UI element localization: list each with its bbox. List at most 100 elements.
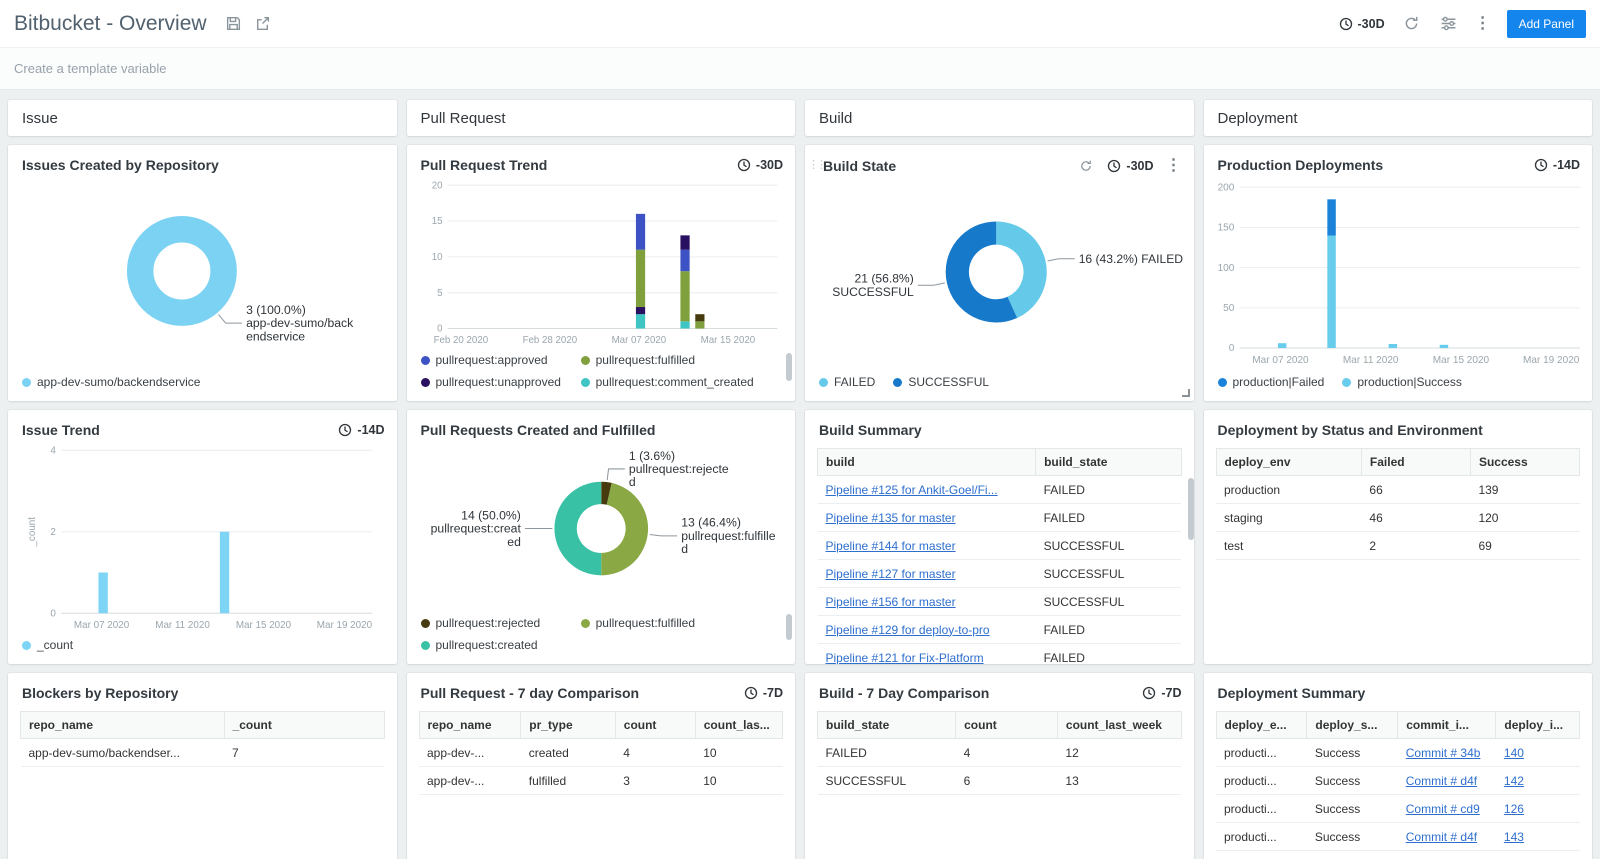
- column-header[interactable]: Success: [1469, 448, 1581, 476]
- panel-build-state: ⋮⋮ Build State -30D ⋮ 16 (43.2%) FA: [805, 145, 1194, 401]
- legend-label: pullrequest:approved: [435, 353, 548, 367]
- column-header[interactable]: build_state: [816, 711, 957, 739]
- column-header[interactable]: deploy_env: [1215, 448, 1362, 476]
- svg-text:Feb 28 2020: Feb 28 2020: [522, 335, 577, 346]
- table-cell: 46: [1361, 503, 1471, 532]
- save-button[interactable]: [223, 13, 244, 34]
- build-state-donut-chart[interactable]: 16 (43.2%) FAILED 21 (56.8%) SUCCESSFUL: [811, 179, 1188, 371]
- table-cell: created: [520, 738, 616, 767]
- table-container: build_state count count_last_week FAILED 4 12…: [805, 705, 1194, 859]
- panel-time-range[interactable]: -7D: [744, 686, 783, 700]
- table-cell-link[interactable]: Pipeline #156 for master: [825, 594, 956, 609]
- panel-time-range[interactable]: -30D: [1107, 159, 1154, 173]
- panel-pull-request-7-day-comparison: Pull Request - 7 day Comparison -7D repo…: [406, 673, 795, 859]
- table-row: app-dev-... created 4 10: [419, 738, 783, 767]
- pull-requests-donut-chart[interactable]: 1 (3.6%) pullrequest:rejecte d 13 (46.4%) pu…: [413, 442, 790, 612]
- svg-text:3 (100.0%)app-dev-sumo/backend: 3 (100.0%) app-dev-sumo/back endservice: [246, 303, 354, 343]
- column-header[interactable]: deploy_e...: [1215, 711, 1308, 739]
- table-cell-link[interactable]: 143: [1503, 829, 1524, 844]
- table-container: repo_name _count app-dev-sumo/backendser..…: [8, 705, 397, 859]
- table-cell-link[interactable]: 142: [1503, 773, 1524, 788]
- svg-text:20: 20: [431, 180, 442, 191]
- legend-item[interactable]: pullrequest:fulfilled: [580, 616, 781, 630]
- table-row: producti... Success Commit # 34b 140: [1216, 738, 1580, 767]
- svg-text:4: 4: [50, 445, 56, 456]
- refresh-button[interactable]: [1401, 13, 1422, 34]
- column-header[interactable]: pr_type: [520, 711, 616, 739]
- table-row: production 66 139: [1216, 475, 1580, 504]
- legend-item[interactable]: SUCCESSFUL: [893, 375, 989, 389]
- export-button[interactable]: [252, 13, 273, 34]
- panel-resize-handle[interactable]: [1181, 389, 1190, 397]
- column-header[interactable]: count_last_week: [1056, 711, 1182, 739]
- table-cell: producti...: [1216, 738, 1307, 767]
- table-cell-link[interactable]: 140: [1503, 745, 1524, 760]
- panel-drag-handle[interactable]: ⋮⋮: [808, 159, 827, 171]
- legend-item[interactable]: production|Success: [1342, 375, 1462, 389]
- table-cell-link[interactable]: Commit # 34b: [1405, 745, 1481, 760]
- table-row: Pipeline #121 for Fix-Platform FAILED: [817, 643, 1181, 665]
- table-cell-link[interactable]: Pipeline #127 for master: [825, 566, 956, 581]
- column-header[interactable]: count: [614, 711, 696, 739]
- dashboard-time-range[interactable]: -30D: [1339, 17, 1385, 31]
- panel-time-range[interactable]: -30D: [737, 158, 783, 172]
- filter-button[interactable]: [1438, 13, 1459, 34]
- section-label: Build: [819, 109, 853, 127]
- clock-icon: [1143, 686, 1156, 700]
- add-panel-button[interactable]: Add Panel: [1506, 9, 1586, 38]
- table-cell-link[interactable]: Commit # cd9: [1405, 801, 1480, 816]
- legend-item[interactable]: pullrequest:rejected: [420, 616, 575, 630]
- table-cell-link[interactable]: Pipeline #144 for master: [825, 538, 956, 553]
- legend-scrollbar[interactable]: [786, 353, 792, 381]
- legend-item[interactable]: pullrequest:comment_created: [580, 375, 781, 389]
- legend-item[interactable]: pullrequest:created: [420, 638, 575, 652]
- column-header[interactable]: _count: [223, 711, 385, 739]
- svg-text:Mar 15 2020: Mar 15 2020: [700, 335, 755, 346]
- panel-refresh-button[interactable]: [1077, 157, 1095, 175]
- legend-item[interactable]: app-dev-sumo/backendservice: [22, 375, 200, 389]
- legend-item[interactable]: pullrequest:approved: [420, 353, 575, 367]
- legend-item[interactable]: FAILED: [819, 375, 875, 389]
- column-header[interactable]: build: [816, 448, 1037, 476]
- panel-time-range[interactable]: -7D: [1142, 686, 1182, 700]
- legend-dot: [580, 377, 590, 387]
- table-row: producti... Success Commit # cd9 126: [1216, 794, 1580, 823]
- column-header[interactable]: deploy_i...: [1495, 711, 1580, 739]
- column-header[interactable]: deploy_s...: [1306, 711, 1399, 739]
- table-cell-link[interactable]: Pipeline #121 for Fix-Platform: [825, 650, 984, 665]
- panel-time-range[interactable]: -14D: [1534, 158, 1580, 172]
- panel-time-range[interactable]: -14D: [338, 423, 385, 437]
- column-header[interactable]: count_las...: [694, 711, 784, 739]
- panel-issue-trend: Issue Trend -14D 0 2 4 Mar 07 2020 Mar 11 20…: [8, 410, 397, 664]
- table-cell-link[interactable]: Pipeline #129 for deploy-to-pro: [825, 622, 990, 637]
- panel-menu-button[interactable]: ⋮: [1165, 157, 1182, 174]
- production-deployments-bar-chart[interactable]: 0 50 100 150 200 Mar 07 2020 Mar 11 2020 Mar 15…: [1210, 177, 1587, 371]
- column-header[interactable]: repo_name: [418, 711, 522, 739]
- table-cell-link[interactable]: Commit # d4f: [1405, 829, 1478, 844]
- legend-item[interactable]: pullrequest:fulfilled: [580, 353, 781, 367]
- table-cell-link[interactable]: Commit # d4f: [1405, 773, 1478, 788]
- panel-pull-request-trend: Pull Request Trend -30D 0 5 10 15 20 Feb 20 2…: [406, 145, 795, 401]
- table-scrollbar[interactable]: [1187, 478, 1194, 540]
- column-header[interactable]: commit_i...: [1397, 711, 1497, 739]
- column-header[interactable]: count: [955, 711, 1058, 739]
- more-menu-button[interactable]: ⋮: [1474, 14, 1491, 32]
- pull-request-trend-bar-chart[interactable]: 0 5 10 15 20 Feb 20 2020 Feb 28 2020 Mar 07 202…: [413, 177, 790, 349]
- section-header-pull-request: Pull Request: [406, 100, 795, 136]
- template-variable-bar[interactable]: Create a template variable: [0, 48, 1600, 90]
- legend-item[interactable]: _count: [22, 638, 73, 652]
- table-cell-link[interactable]: 126: [1503, 801, 1524, 816]
- table-cell-link[interactable]: Pipeline #135 for master: [825, 510, 956, 525]
- table-cell: production: [1216, 475, 1362, 504]
- legend-scrollbar[interactable]: [786, 614, 792, 640]
- table-cell-link[interactable]: Pipeline #125 for Ankit-Goel/Fi...: [825, 482, 998, 497]
- table-row: test 2 69: [1216, 531, 1580, 560]
- legend-item[interactable]: pullrequest:unapproved: [420, 375, 575, 389]
- column-header[interactable]: repo_name: [20, 711, 225, 739]
- issues-created-donut-chart[interactable]: 3 (100.0%) app-dev-sumo/back endservice: [14, 177, 391, 371]
- column-header[interactable]: build_state: [1035, 448, 1182, 476]
- legend-item[interactable]: production|Failed: [1217, 375, 1324, 389]
- issue-trend-bar-chart[interactable]: 0 2 4 Mar 07 2020 Mar 11 2020 Mar 15 2020 Mar …: [14, 442, 391, 634]
- column-header[interactable]: Failed: [1360, 448, 1471, 476]
- table-cell: 13: [1057, 766, 1181, 795]
